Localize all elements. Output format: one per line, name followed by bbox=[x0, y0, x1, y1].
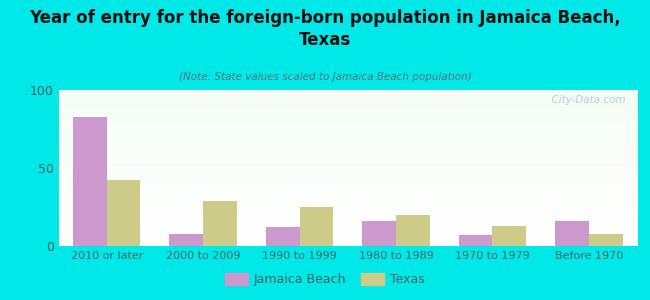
Bar bbox=[555, 221, 589, 246]
Bar bbox=[396, 215, 430, 246]
Text: City-Data.com: City-Data.com bbox=[545, 95, 625, 105]
Bar bbox=[362, 221, 396, 246]
Bar bbox=[589, 233, 623, 246]
Bar bbox=[266, 227, 300, 246]
Bar bbox=[300, 207, 333, 246]
Bar bbox=[107, 181, 140, 246]
Text: Year of entry for the foreign-born population in Jamaica Beach,
Texas: Year of entry for the foreign-born popul… bbox=[29, 9, 621, 49]
Bar bbox=[73, 116, 107, 246]
Bar bbox=[203, 201, 237, 246]
Bar bbox=[493, 226, 526, 246]
Bar bbox=[170, 233, 203, 246]
Legend: Jamaica Beach, Texas: Jamaica Beach, Texas bbox=[220, 268, 430, 291]
Text: (Note: State values scaled to Jamaica Beach population): (Note: State values scaled to Jamaica Be… bbox=[179, 72, 471, 82]
Bar bbox=[459, 235, 493, 246]
